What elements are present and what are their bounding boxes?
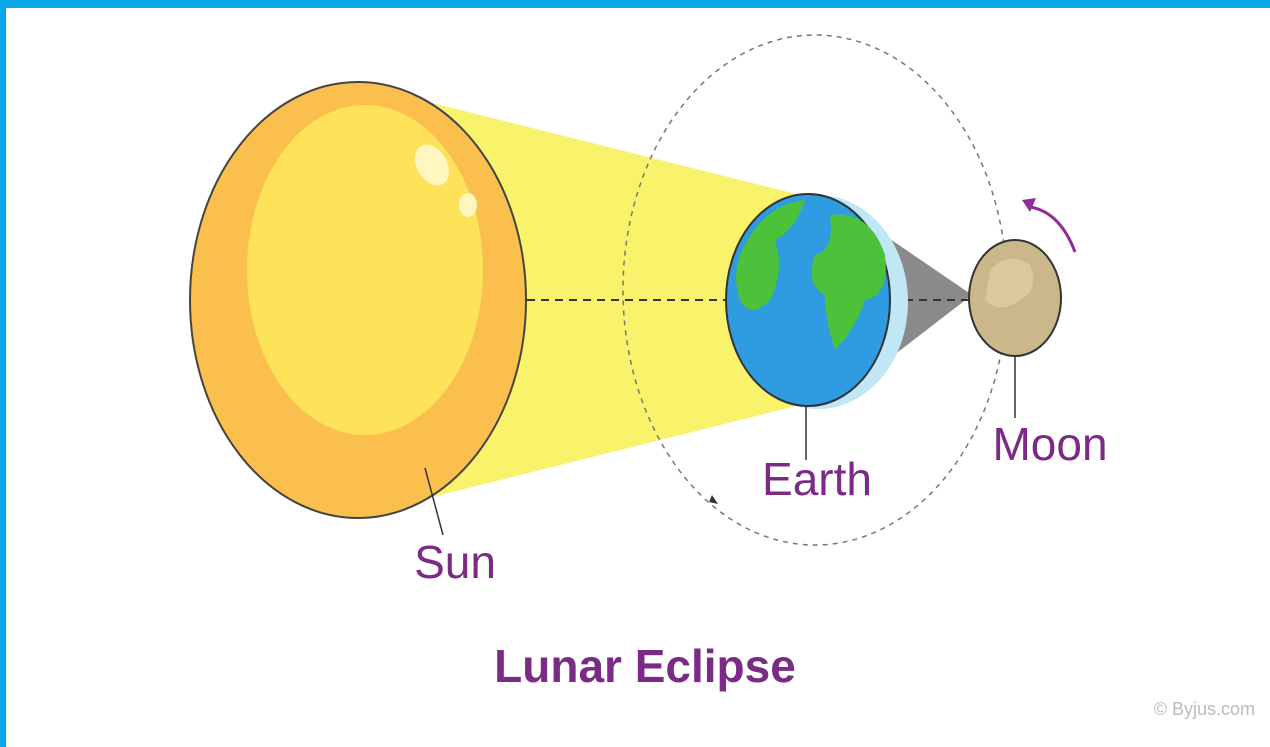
node-label: Moon — [992, 418, 1107, 470]
title: Lunar Eclipse — [494, 640, 796, 692]
diagram: Sun Earth Moon Lunar Eclipse © Byjus.com — [0, 0, 1270, 747]
node-label: Sun — [414, 536, 496, 588]
sun-core — [247, 105, 483, 435]
top-border — [0, 0, 1270, 8]
page: Sun Earth Moon Lunar Eclipse © Byjus.com… — [0, 0, 1270, 747]
node-label: Earth — [762, 453, 872, 505]
sun-highlight — [459, 193, 477, 217]
credit: © Byjus.com — [1154, 699, 1255, 719]
left-border — [0, 0, 6, 747]
